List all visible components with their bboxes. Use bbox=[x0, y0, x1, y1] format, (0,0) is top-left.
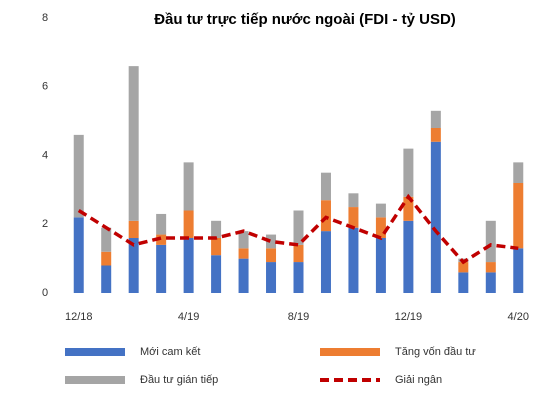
bar-segment bbox=[430, 110, 441, 128]
bar-segment bbox=[348, 207, 359, 228]
legend-label: Tăng vốn đầu tư bbox=[395, 346, 476, 358]
bar-segment bbox=[513, 248, 524, 293]
legend-label: Đầu tư gián tiếp bbox=[140, 374, 218, 386]
bar-segment bbox=[238, 258, 249, 293]
bar-segment bbox=[348, 227, 359, 293]
y-tick-label: 2 bbox=[42, 218, 48, 230]
bar-segment bbox=[128, 66, 139, 221]
bar-segment bbox=[320, 231, 331, 293]
y-tick-label: 0 bbox=[42, 287, 48, 299]
legend-swatch bbox=[65, 376, 125, 384]
bar-segment bbox=[375, 217, 386, 238]
x-tick-label: 12/18 bbox=[65, 311, 93, 323]
bar-segment bbox=[183, 162, 194, 211]
bar-segment bbox=[513, 183, 524, 249]
bar-segment bbox=[266, 262, 277, 293]
bar-segment bbox=[320, 172, 331, 201]
bar-segment bbox=[238, 248, 249, 259]
bar-segment bbox=[403, 148, 414, 197]
bar-segment bbox=[485, 220, 496, 263]
legend-label: Giải ngân bbox=[395, 374, 442, 386]
bar-segment bbox=[238, 231, 249, 249]
bar-segment bbox=[156, 244, 167, 293]
bar-segment bbox=[211, 220, 222, 238]
bar-segment bbox=[101, 227, 112, 252]
y-tick-label: 8 bbox=[42, 12, 48, 24]
bar-segment bbox=[403, 196, 414, 221]
y-tick-label: 4 bbox=[42, 149, 48, 161]
bar-segment bbox=[211, 238, 222, 256]
bar-segment bbox=[156, 213, 167, 235]
bar-segment bbox=[183, 210, 194, 238]
x-tick-label: 8/19 bbox=[288, 311, 309, 323]
bar-segment bbox=[128, 220, 139, 238]
bar-segment bbox=[101, 265, 112, 293]
bar-segment bbox=[375, 238, 386, 293]
bar-segment bbox=[266, 234, 277, 249]
bar-segment bbox=[485, 262, 496, 273]
legend-swatch bbox=[320, 348, 380, 356]
bar-segment bbox=[403, 220, 414, 293]
bar-segment bbox=[183, 238, 194, 293]
bar-segment bbox=[293, 262, 304, 293]
bar-segment bbox=[73, 134, 84, 218]
bar-segment bbox=[293, 210, 304, 245]
bar-segment bbox=[513, 162, 524, 183]
bar-segment bbox=[430, 141, 441, 293]
x-tick-label: 12/19 bbox=[395, 311, 423, 323]
bar-segment bbox=[375, 203, 386, 218]
legend-swatch bbox=[65, 348, 125, 356]
bar-segment bbox=[458, 262, 469, 273]
y-tick-label: 6 bbox=[42, 81, 48, 93]
bar-segment bbox=[485, 272, 496, 293]
bar-segment bbox=[128, 238, 139, 293]
bar-segment bbox=[266, 248, 277, 263]
bar-segment bbox=[211, 255, 222, 293]
line-series bbox=[77, 193, 519, 265]
bar-segment bbox=[430, 128, 441, 142]
bar-segment bbox=[101, 251, 112, 266]
legend-label: Mới cam kết bbox=[140, 346, 200, 358]
bar-segment bbox=[348, 193, 359, 208]
bar-segment bbox=[458, 272, 469, 293]
bar-segment bbox=[73, 217, 84, 293]
x-tick-label: 4/20 bbox=[508, 311, 529, 323]
bar-segment bbox=[293, 244, 304, 263]
x-tick-label: 4/19 bbox=[178, 311, 199, 323]
chart-title: Đầu tư trực tiếp nước ngoài (FDI - tỷ US… bbox=[154, 11, 456, 28]
